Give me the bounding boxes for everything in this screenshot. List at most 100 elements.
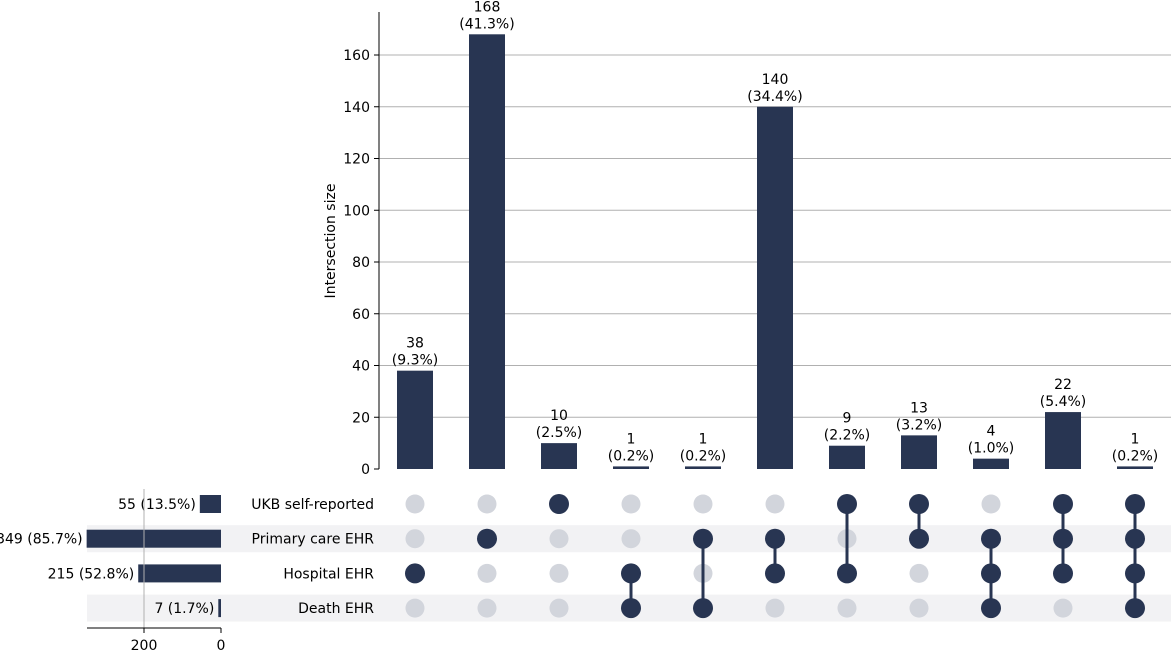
bar-count-label: 1 — [1131, 431, 1140, 447]
matrix-dot-active — [1125, 563, 1145, 584]
matrix-dot-active — [693, 528, 713, 549]
y-tick-label: 120 — [343, 152, 370, 168]
matrix-dot-active — [621, 598, 641, 619]
set-name-label: Primary care EHR — [252, 532, 375, 548]
matrix-dot-inactive — [477, 494, 497, 514]
intersection-bar — [685, 466, 721, 469]
matrix-dot-active — [1125, 494, 1145, 514]
matrix-dot-active — [981, 563, 1001, 584]
set-size-label: 349 (85.7%) — [0, 532, 83, 548]
intersection-bar — [397, 370, 433, 469]
set-size-bars: 55 (13.5%) 349 (85.7%) 215 (52.8%) 7 (1.7%) — [0, 495, 221, 618]
matrix-dot-active — [549, 494, 569, 514]
intersection-bar — [1117, 466, 1153, 469]
matrix-dot-active — [1053, 494, 1073, 514]
bar-count-label: 10 — [550, 408, 568, 424]
intersection-bar — [541, 443, 577, 469]
y-tick-label: 140 — [343, 100, 370, 116]
set-size-label: 7 (1.7%) — [154, 601, 214, 617]
y-tick-label: 80 — [352, 255, 370, 271]
matrix-dot-inactive — [549, 598, 569, 618]
set-size-bar — [138, 564, 221, 583]
matrix-dot-active — [1053, 528, 1073, 549]
bar-percent-label: (2.2%) — [824, 428, 871, 444]
matrix-dot-inactive — [837, 598, 857, 618]
membership-matrix — [405, 494, 1145, 619]
bar-count-label: 4 — [987, 424, 996, 440]
matrix-dot-active — [477, 528, 497, 549]
matrix-dot-active — [765, 563, 785, 584]
set-names: UKB self-reported Primary care EHR Hospita… — [251, 497, 374, 617]
matrix-dot-active — [837, 563, 857, 584]
bar-percent-label: (0.2%) — [680, 448, 727, 464]
matrix-dot-active — [981, 528, 1001, 549]
matrix-dot-active — [765, 528, 785, 549]
bar-percent-label: (0.2%) — [608, 448, 655, 464]
y-tick-label: 60 — [352, 307, 370, 323]
matrix-dot-inactive — [549, 529, 569, 549]
matrix-dot-active — [909, 494, 929, 514]
intersection-bars — [397, 34, 1153, 470]
matrix-dot-active — [981, 598, 1001, 619]
bar-count-label: 140 — [762, 72, 789, 88]
y-axis: 0 20 40 60 80 100 120 140 160 — [343, 12, 380, 478]
y-tick-label: 40 — [352, 359, 370, 375]
bar-percent-label: (1.0%) — [968, 441, 1015, 457]
matrix-dot-active — [1053, 563, 1073, 584]
bar-percent-label: (0.2%) — [1112, 448, 1159, 464]
matrix-dot-inactive — [693, 494, 713, 514]
bar-count-label: 168 — [474, 0, 501, 15]
intersection-bar — [1045, 412, 1081, 469]
set-size-label: 215 (52.8%) — [48, 566, 135, 582]
bar-percent-label: (5.4%) — [1040, 394, 1087, 410]
matrix-dot-inactive — [981, 494, 1001, 514]
matrix-dot-inactive — [405, 598, 425, 618]
matrix-dot-active — [837, 494, 857, 514]
matrix-dot-inactive — [909, 598, 929, 618]
intersection-bar — [613, 466, 649, 469]
matrix-dot-inactive — [909, 563, 929, 583]
bar-count-label: 9 — [843, 411, 852, 427]
matrix-dot-active — [909, 528, 929, 549]
matrix-dot-inactive — [765, 494, 785, 514]
matrix-dot-inactive — [621, 494, 641, 514]
y-tick-label: 100 — [343, 203, 370, 219]
intersection-bar — [757, 106, 793, 469]
set-name-label: Death EHR — [298, 601, 374, 617]
y-axis-label: Intersection size — [323, 184, 339, 299]
matrix-dot-active — [1125, 598, 1145, 619]
matrix-dot-inactive — [765, 598, 785, 618]
y-tick-label: 20 — [352, 410, 370, 426]
set-size-tick-label: 200 — [131, 638, 158, 652]
matrix-dot-inactive — [405, 494, 425, 514]
intersection-bar — [829, 445, 865, 469]
set-size-label: 55 (13.5%) — [118, 497, 196, 513]
set-size-axis: 200 0 — [87, 489, 225, 652]
set-size-bar — [86, 529, 221, 548]
matrix-dot-inactive — [549, 563, 569, 583]
y-tick-label: 0 — [361, 462, 370, 478]
bar-count-label: 38 — [406, 336, 424, 352]
intersection-bar-labels: 38(9.3%)168(41.3%)10(2.5%) 1(0.2%)1(0.2%)… — [392, 0, 1159, 464]
matrix-dot-active — [693, 598, 713, 619]
bar-count-label: 22 — [1054, 377, 1072, 393]
matrix-dot-inactive — [477, 598, 497, 618]
matrix-dot-inactive — [1053, 598, 1073, 618]
bar-count-label: 1 — [627, 431, 636, 447]
bar-percent-label: (3.2%) — [896, 417, 943, 433]
matrix-dot-inactive — [477, 563, 497, 583]
matrix-dot-active — [621, 563, 641, 584]
bar-count-label: 1 — [699, 431, 708, 447]
intersection-bar — [973, 458, 1009, 469]
bar-percent-label: (2.5%) — [536, 425, 583, 441]
intersection-bar — [469, 34, 505, 470]
matrix-dot-active — [405, 563, 425, 584]
set-name-label: Hospital EHR — [283, 566, 374, 582]
bar-percent-label: (34.4%) — [747, 89, 802, 105]
bar-percent-label: (9.3%) — [392, 353, 439, 369]
matrix-dot-inactive — [621, 529, 641, 549]
bar-count-label: 13 — [910, 400, 928, 416]
bar-percent-label: (41.3%) — [459, 16, 514, 32]
matrix-dot-inactive — [405, 529, 425, 549]
